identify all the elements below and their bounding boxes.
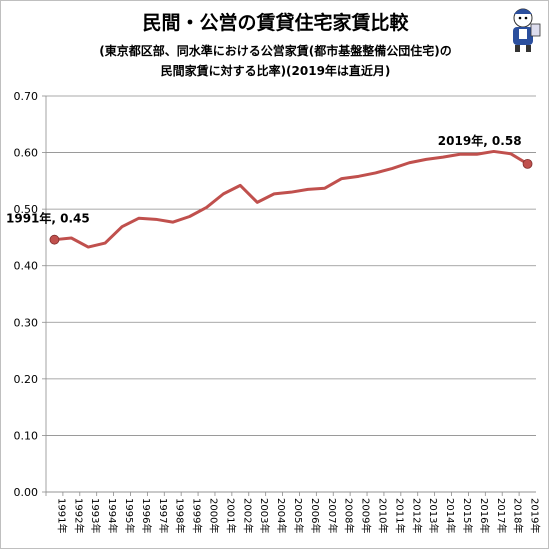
- x-tick-label: 1998年: [174, 498, 187, 533]
- x-tick-label: 2011年: [393, 498, 406, 533]
- x-tick-label: 2009年: [360, 498, 373, 533]
- x-tick-label: 1993年: [89, 498, 102, 533]
- data-point-marker: [522, 158, 533, 169]
- series-line: [54, 149, 529, 249]
- x-tick-label: 2007年: [326, 498, 339, 533]
- x-tick-label: 1995年: [123, 498, 136, 533]
- chart-subtitle-line2: 民間家賃に対する比率)(2019年は直近月): [160, 64, 391, 78]
- x-tick-label: 2015年: [461, 498, 474, 533]
- x-tick-label: 2008年: [343, 498, 356, 533]
- y-tick-label: 0.60: [14, 147, 39, 160]
- y-tick-label: 0.00: [14, 486, 39, 499]
- x-tick-label: 2017年: [495, 498, 508, 533]
- data-point-marker: [49, 234, 60, 245]
- x-tick-label: 2012年: [410, 498, 423, 533]
- y-tick-label: 0.40: [14, 260, 39, 273]
- x-tick-label: 2001年: [224, 498, 237, 533]
- x-tick-label: 2010年: [376, 498, 389, 533]
- y-tick-label: 0.20: [14, 373, 39, 386]
- chart-title: 民間・公営の賃貸住宅家賃比較: [142, 12, 409, 34]
- x-tick-label: 1997年: [157, 498, 170, 533]
- x-tick-label: 1996年: [140, 498, 153, 533]
- x-tick-label: 2005年: [292, 498, 305, 533]
- x-tick-label: 2013年: [427, 498, 440, 533]
- mascot-icon: [513, 8, 541, 52]
- x-tick-label: 1999年: [191, 498, 204, 533]
- x-tick-label: 2006年: [309, 498, 322, 533]
- x-tick-label: 2002年: [241, 498, 254, 533]
- y-tick-label: 0.30: [14, 316, 39, 329]
- y-tick-label: 0.10: [14, 429, 39, 442]
- x-tick-label: 2016年: [478, 498, 491, 533]
- x-tick-label: 2014年: [444, 498, 457, 533]
- x-tick-label: 2003年: [258, 498, 271, 533]
- x-tick-label: 1992年: [72, 498, 85, 533]
- x-tick-label: 1994年: [106, 498, 119, 533]
- x-tick-label: 2018年: [512, 498, 525, 533]
- x-tick-label: 2019年: [529, 498, 542, 533]
- chart-subtitle-line1: (東京都区部、同水準における公営家賃(都市基盤整備公団住宅)の: [99, 44, 452, 58]
- x-tick-label: 1991年: [55, 498, 68, 533]
- x-tick-label: 2004年: [275, 498, 288, 533]
- data-label: 2019年, 0.58: [438, 133, 522, 148]
- data-label: 1991年, 0.45: [6, 211, 90, 226]
- x-tick-label: 2000年: [208, 498, 221, 533]
- y-tick-label: 0.70: [14, 90, 39, 103]
- y-tick-label: 0.50: [14, 203, 39, 216]
